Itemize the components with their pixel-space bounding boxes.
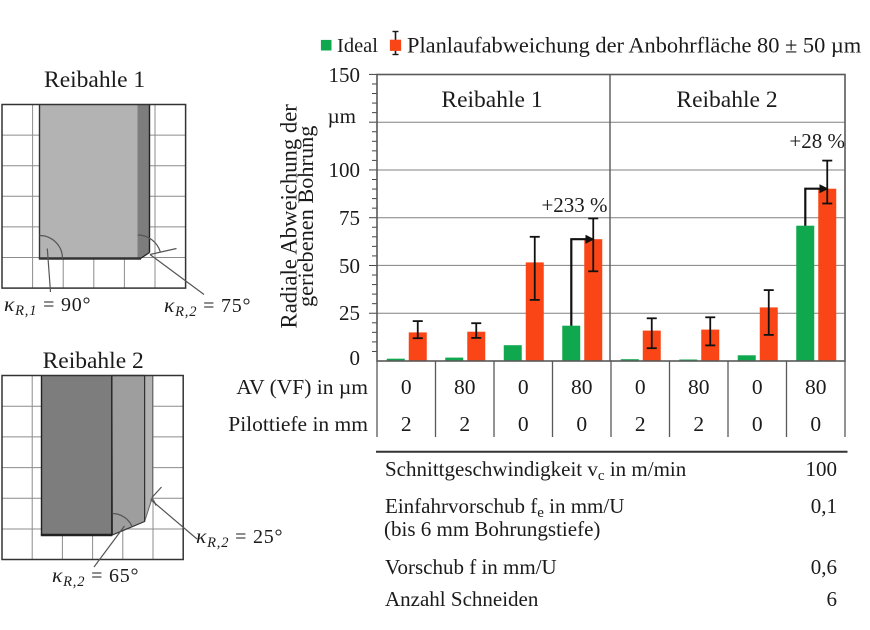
svg-text:AV (VF) in µm: AV (VF) in µm — [236, 375, 368, 399]
svg-text:80: 80 — [805, 375, 827, 399]
svg-text:0,1: 0,1 — [811, 494, 837, 518]
svg-text:κR,2 = 75°: κR,2 = 75° — [164, 293, 251, 320]
svg-text:Einfahrvorschub fe in mm/U: Einfahrvorschub fe in mm/U — [385, 494, 624, 521]
svg-text:0: 0 — [518, 375, 529, 399]
svg-text:2: 2 — [693, 412, 704, 436]
svg-text:0: 0 — [635, 375, 646, 399]
svg-text:80: 80 — [571, 375, 593, 399]
svg-text:100: 100 — [329, 158, 361, 182]
svg-text:80: 80 — [454, 375, 476, 399]
svg-text:µm: µm — [328, 104, 356, 128]
svg-text:80: 80 — [688, 375, 710, 399]
svg-text:+28 %: +28 % — [789, 129, 845, 153]
svg-text:+233 %: +233 % — [541, 193, 607, 217]
svg-text:0: 0 — [401, 375, 412, 399]
svg-text:0: 0 — [752, 375, 763, 399]
svg-text:0: 0 — [810, 412, 821, 436]
svg-text:Pilottiefe in mm: Pilottiefe in mm — [228, 412, 368, 436]
svg-text:2: 2 — [401, 412, 412, 436]
svg-text:6: 6 — [827, 587, 838, 611]
svg-text:Vorschub f in mm/U: Vorschub f in mm/U — [385, 555, 557, 579]
svg-text:Reibahle 1: Reibahle 1 — [44, 67, 145, 93]
svg-text:2: 2 — [635, 412, 646, 436]
svg-text:75: 75 — [339, 206, 360, 230]
svg-text:Anzahl Schneiden: Anzahl Schneiden — [385, 587, 539, 611]
svg-text:2: 2 — [459, 412, 470, 436]
svg-text:Reibahle 2: Reibahle 2 — [676, 87, 777, 113]
svg-text:25: 25 — [339, 301, 360, 325]
svg-text:κR,2 = 25°: κR,2 = 25° — [196, 524, 283, 551]
svg-text:0: 0 — [752, 412, 763, 436]
svg-text:Reibahle 2: Reibahle 2 — [43, 348, 144, 374]
svg-text:50: 50 — [339, 254, 360, 278]
svg-text:0: 0 — [350, 346, 361, 370]
svg-text:0: 0 — [518, 412, 529, 436]
svg-text:Schnittgeschwindigkeit vc in m: Schnittgeschwindigkeit vc in m/min — [385, 457, 687, 484]
svg-text:Planlaufabweichung der Anbohrf: Planlaufabweichung der Anbohrfläche 80 ±… — [407, 33, 862, 58]
svg-text:geriebenen Bohrung: geriebenen Bohrung — [293, 126, 318, 307]
svg-text:Radiale Abweichung der: Radiale Abweichung der — [276, 104, 301, 329]
svg-text:100: 100 — [806, 457, 838, 481]
svg-text:Reibahle 1: Reibahle 1 — [441, 87, 542, 113]
svg-text:0,6: 0,6 — [811, 555, 837, 579]
svg-text:150: 150 — [329, 63, 361, 87]
svg-text:κR,2 = 65°: κR,2 = 65° — [52, 563, 139, 590]
svg-text:0: 0 — [576, 412, 587, 436]
svg-text:Ideal: Ideal — [337, 35, 378, 57]
svg-text:κR,1 = 90°: κR,1 = 90° — [4, 292, 91, 319]
svg-text:(bis 6 mm Bohrungstiefe): (bis 6 mm Bohrungstiefe) — [384, 517, 600, 541]
